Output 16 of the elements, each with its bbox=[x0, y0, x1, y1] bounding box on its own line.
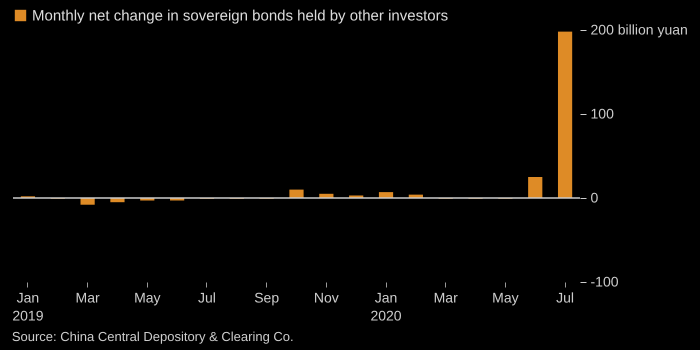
x-tick-label: May bbox=[492, 290, 519, 306]
legend-label: Monthly net change in sovereign bonds held by other investors bbox=[32, 8, 448, 24]
x-tick-label: Jul bbox=[556, 290, 574, 306]
source-note: Source: China Central Depository & Clearing Co. bbox=[12, 329, 294, 344]
x-tick-label: Mar bbox=[434, 290, 458, 306]
x-tick-label: Jul bbox=[198, 290, 216, 306]
x-tick-label: Sep bbox=[254, 290, 280, 306]
x-tick-label: Jan 2020 bbox=[370, 290, 402, 324]
y-tick-label: -100 bbox=[590, 274, 619, 290]
y-tick-label: 200 billion yuan bbox=[590, 22, 688, 38]
x-tick-label: Jan 2019 bbox=[12, 290, 44, 324]
y-tick-label: 100 bbox=[590, 106, 614, 122]
x-tick-label: Mar bbox=[76, 290, 100, 306]
x-tick-label: Nov bbox=[314, 290, 339, 306]
y-tick-label: 0 bbox=[590, 190, 598, 206]
x-tick-label: May bbox=[134, 290, 161, 306]
